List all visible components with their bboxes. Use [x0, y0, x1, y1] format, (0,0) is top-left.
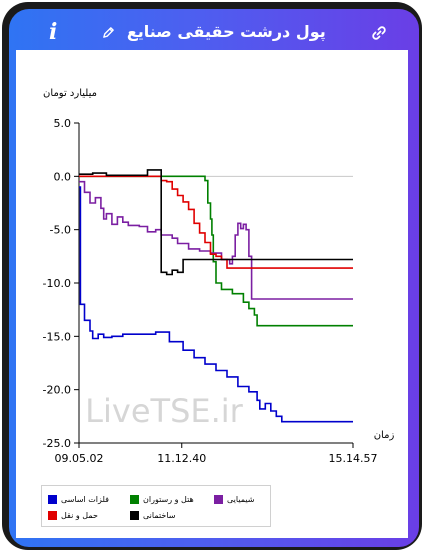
- chart-panel: 5.0 0.0 -5.0 -10.0 -15.0 -20.0 -25.0 09.05.02 1…: [16, 50, 408, 538]
- y-tick-label: 0.0: [54, 170, 72, 183]
- legend-swatch: [48, 511, 57, 520]
- legend-label: فلزات اساسی: [61, 495, 109, 504]
- pencil-icon[interactable]: [102, 26, 115, 39]
- line-chart: 5.0 0.0 -5.0 -10.0 -15.0 -20.0 -25.0 09.05.02 1…: [43, 88, 395, 465]
- widget-title: پول درشت حقیقی صنایع: [126, 22, 326, 41]
- x-tick-label: 15.14.57: [329, 452, 378, 465]
- y-tick-label: -25.0: [43, 437, 71, 450]
- legend-label: هتل و رستوران: [143, 495, 194, 504]
- widget-header: i پول درشت حقیقی صنایع: [9, 9, 419, 55]
- legend-swatch: [214, 495, 223, 504]
- legend-swatch: [48, 495, 57, 504]
- legend-label: ساختمانی: [143, 511, 176, 520]
- x-tick-label: 11.12.40: [157, 452, 206, 465]
- series-line: [79, 175, 353, 327]
- y-tick-label: -20.0: [43, 384, 71, 397]
- watermark: LiveTSE.ir: [85, 392, 243, 430]
- series-line: [79, 169, 353, 276]
- legend-swatch: [130, 511, 139, 520]
- y-tick-label: -10.0: [43, 277, 71, 290]
- widget-card: i پول درشت حقیقی صنایع 5.0 0.0 -5.0 -10.0 -1…: [9, 9, 419, 547]
- link-icon[interactable]: [371, 25, 387, 41]
- series-line: [79, 175, 353, 269]
- widget-frame: i پول درشت حقیقی صنایع 5.0 0.0 -5.0 -10.0 -1…: [2, 2, 422, 550]
- y-axis-label: میلیارد تومان: [43, 88, 97, 99]
- info-icon[interactable]: i: [49, 19, 58, 45]
- legend-swatch: [130, 495, 139, 504]
- series-line: [79, 180, 353, 300]
- y-tick-label: 5.0: [54, 117, 72, 130]
- x-tick-label: 09.05.02: [55, 452, 104, 465]
- legend-label: حمل و نقل: [61, 511, 98, 520]
- y-tick-label: -5.0: [50, 224, 71, 237]
- y-tick-label: -15.0: [43, 330, 71, 343]
- legend: فلزات اساسی حمل و نقل هتل و رستوران ساخت…: [41, 485, 271, 527]
- legend-label: شیمیایی: [227, 495, 255, 504]
- series-line: [79, 186, 353, 423]
- title-bar: پول درشت حقیقی صنایع: [9, 22, 419, 41]
- x-axis-label: زمان: [374, 430, 395, 441]
